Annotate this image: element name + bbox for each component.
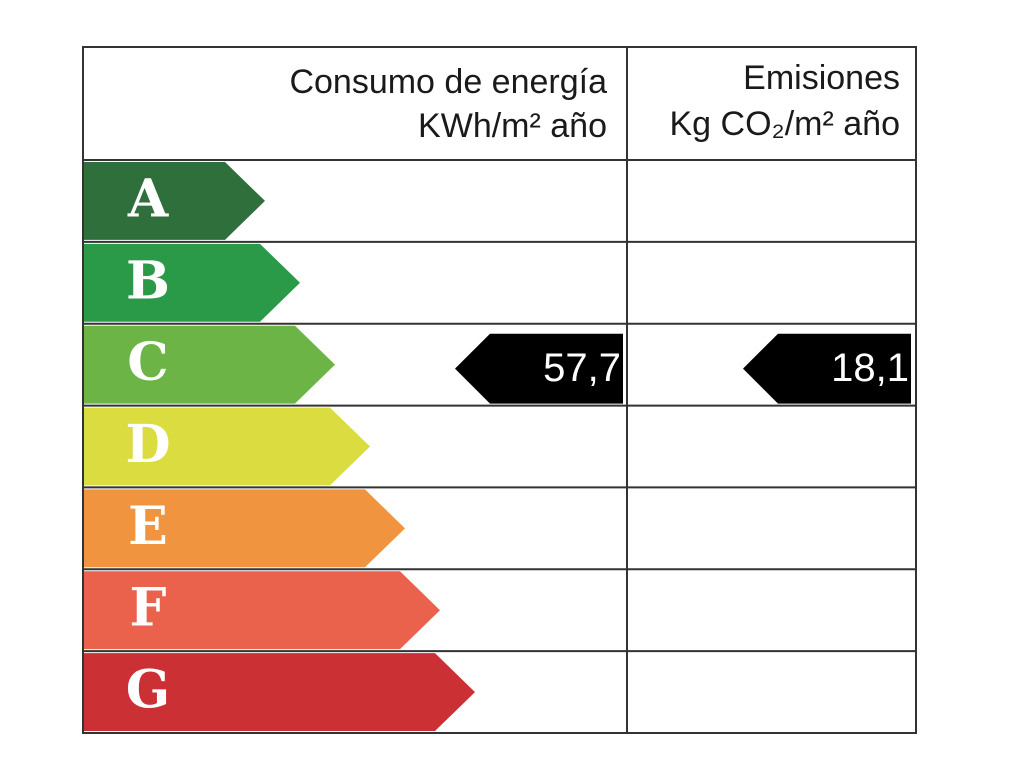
class-arrow: [84, 407, 370, 486]
emissions-value: 18,1: [831, 346, 909, 390]
class-arrow: [84, 162, 265, 240]
class-letter: F: [130, 578, 167, 639]
emissions-indicator: [743, 333, 911, 404]
table-border: [82, 46, 917, 734]
consumption-title: Consumo de energía: [289, 63, 607, 101]
class-arrow: [84, 653, 475, 731]
consumption-unit: KWh/m² año: [418, 107, 607, 145]
class-letter: E: [128, 496, 168, 557]
class-arrow: [84, 489, 405, 568]
class-arrow: [84, 571, 440, 650]
emissions-unit: Kg CO₂/m² año: [670, 105, 901, 143]
consumption-value: 57,7: [543, 346, 621, 390]
emissions-title: Emisiones: [743, 59, 900, 97]
class-arrow: [84, 243, 300, 322]
class-letter: D: [125, 414, 170, 475]
consumption-indicator: [455, 333, 623, 404]
class-letter: G: [126, 660, 170, 721]
class-letter: C: [127, 332, 168, 393]
class-arrow: [84, 325, 335, 404]
class-letter: A: [127, 168, 169, 229]
class-letter: B: [126, 250, 170, 311]
